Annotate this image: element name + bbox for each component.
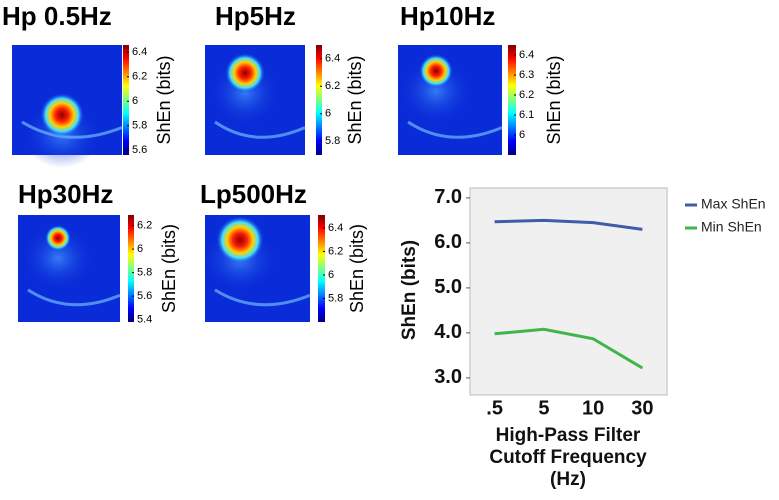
colorbar: [318, 215, 325, 322]
line-series: [494, 218, 643, 231]
x-tick-label: 30: [631, 397, 653, 419]
x-tick-label: 10: [582, 397, 604, 419]
colorbar-tick-label: 5.6: [137, 290, 152, 302]
legend-label: Max ShEn: [701, 196, 766, 212]
colorbar-tick-label: 5.6: [132, 144, 147, 156]
colorbar-tick-label: 6.3: [519, 69, 534, 81]
colorbar-tick-label: 5.8: [132, 120, 147, 132]
colorbar-label: ShEn (bits): [154, 55, 174, 144]
heatmap-arc: [214, 120, 306, 139]
colorbar-tick-label: 6: [328, 269, 334, 281]
colorbar-tick-label: 5.8: [328, 292, 343, 304]
colorbar: [508, 45, 516, 155]
x-tick-label: .5: [486, 397, 503, 419]
colorbar-label: ShEn (bits): [159, 224, 179, 313]
colorbar-tick-label: 6: [519, 129, 525, 141]
y-tick-label: 3.0: [434, 366, 462, 388]
y-tick-label: 7.0: [434, 186, 462, 208]
colorbar-tick-label: 5.8: [325, 135, 340, 147]
colorbar-tick-label: 6.1: [519, 109, 534, 121]
heatmap-arc: [27, 288, 121, 307]
colorbar-tick-label: 6.4: [328, 222, 343, 234]
colorbar-tick-label: 6.2: [325, 80, 340, 92]
panel-title: Hp5Hz: [215, 1, 296, 31]
heatmap-hotspot: [45, 225, 71, 251]
colorbar-tick-label: 6.4: [519, 49, 534, 61]
heatmap-arc: [21, 120, 123, 139]
line-series: [494, 327, 644, 370]
panel-title: Hp 0.5Hz: [2, 1, 112, 31]
y-tick-label: 6.0: [434, 231, 462, 253]
heatmap-haze: [22, 225, 94, 291]
colorbar-tick-label: 6: [325, 108, 331, 120]
x-tick-label: 5: [538, 397, 549, 419]
heatmap-hotspot: [419, 54, 453, 88]
colorbar-tick-label: 5.8: [137, 267, 152, 279]
legend-label: Min ShEn: [701, 219, 762, 235]
heatmap-arc: [214, 288, 311, 307]
colorbar-tick-label: 6.2: [328, 245, 343, 257]
colorbar-tick-label: 6.4: [132, 46, 147, 58]
panel-title: Lp500Hz: [200, 179, 307, 209]
colorbar-tick-label: 6.2: [519, 89, 534, 101]
y-axis-label: ShEn (bits): [399, 240, 420, 340]
colorbar-label: ShEn (bits): [544, 55, 564, 144]
colorbar-tick-label: 6.2: [132, 71, 147, 83]
heatmap-haze: [399, 58, 473, 124]
colorbar-tick-label: 6.4: [325, 53, 340, 65]
heatmap-hotspot: [216, 216, 264, 264]
colorbar-tick-label: 6: [132, 95, 138, 107]
colorbar: [123, 45, 129, 155]
colorbar-label: ShEn (bits): [345, 55, 365, 144]
x-axis-label: High-Pass Filter Cutoff Frequency (Hz): [489, 425, 647, 490]
panel-title: Hp30Hz: [18, 179, 113, 209]
colorbar-tick-label: 6.2: [137, 219, 152, 231]
y-tick-label: 5.0: [434, 276, 462, 298]
panel-title: Hp10Hz: [400, 1, 495, 31]
colorbar: [316, 45, 322, 155]
colorbar-tick-label: 5.4: [137, 314, 152, 326]
colorbar-tick-label: 6: [137, 243, 143, 255]
heatmap-arc: [407, 120, 503, 139]
heatmap-hotspot: [225, 53, 265, 93]
colorbar-label: ShEn (bits): [347, 224, 367, 313]
y-tick-label: 4.0: [434, 321, 462, 343]
heatmap-hotspot: [40, 93, 84, 137]
colorbar: [128, 215, 134, 322]
